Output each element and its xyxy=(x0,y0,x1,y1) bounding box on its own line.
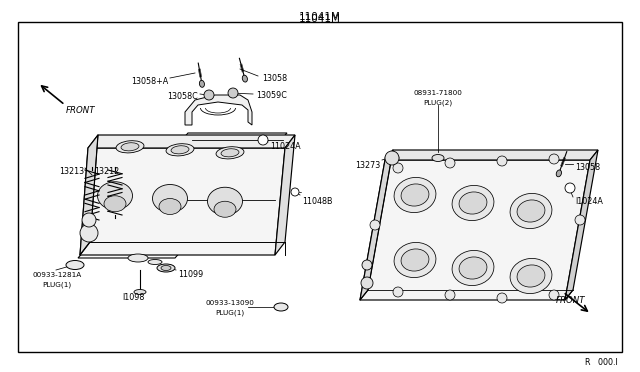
Text: FRONT: FRONT xyxy=(556,296,586,305)
Ellipse shape xyxy=(148,260,162,264)
Text: I1098: I1098 xyxy=(122,293,144,302)
Polygon shape xyxy=(78,133,287,258)
Ellipse shape xyxy=(243,75,248,82)
Ellipse shape xyxy=(134,289,146,295)
Circle shape xyxy=(393,163,403,173)
Ellipse shape xyxy=(152,185,188,212)
Circle shape xyxy=(204,90,214,100)
Circle shape xyxy=(361,277,373,289)
Ellipse shape xyxy=(66,260,84,269)
Text: 13212: 13212 xyxy=(93,167,119,176)
Text: 11041M: 11041M xyxy=(299,12,341,22)
Text: FRONT: FRONT xyxy=(66,106,95,115)
Text: 11048B: 11048B xyxy=(302,197,333,206)
Ellipse shape xyxy=(104,196,126,212)
Text: R   000.I: R 000.I xyxy=(585,358,618,367)
Ellipse shape xyxy=(200,80,204,87)
Ellipse shape xyxy=(401,249,429,271)
Text: PLUG(2): PLUG(2) xyxy=(424,100,452,106)
Ellipse shape xyxy=(171,146,189,154)
Ellipse shape xyxy=(510,193,552,228)
Circle shape xyxy=(497,293,507,303)
Ellipse shape xyxy=(161,266,171,270)
Text: 13058: 13058 xyxy=(575,163,600,172)
Ellipse shape xyxy=(432,154,444,161)
Text: 11024A: 11024A xyxy=(270,142,301,151)
Polygon shape xyxy=(80,135,98,255)
Ellipse shape xyxy=(517,265,545,287)
Text: 13058C: 13058C xyxy=(167,92,198,101)
Circle shape xyxy=(445,290,455,300)
Circle shape xyxy=(497,156,507,166)
Text: PLUG(1): PLUG(1) xyxy=(216,310,244,317)
Text: 08931-71800: 08931-71800 xyxy=(413,90,463,96)
Ellipse shape xyxy=(452,250,494,286)
Ellipse shape xyxy=(128,254,148,262)
Circle shape xyxy=(80,224,98,242)
Circle shape xyxy=(291,188,299,196)
Ellipse shape xyxy=(157,264,175,272)
Circle shape xyxy=(82,213,96,227)
Ellipse shape xyxy=(385,154,399,162)
Ellipse shape xyxy=(207,187,243,215)
Ellipse shape xyxy=(394,177,436,212)
Circle shape xyxy=(370,220,380,230)
Ellipse shape xyxy=(97,182,132,210)
Circle shape xyxy=(228,88,238,98)
Text: 11041M: 11041M xyxy=(299,14,341,24)
Text: 13058: 13058 xyxy=(262,74,287,83)
Text: 11099: 11099 xyxy=(178,270,204,279)
Ellipse shape xyxy=(274,303,288,311)
Ellipse shape xyxy=(459,192,487,214)
Circle shape xyxy=(393,287,403,297)
Text: 13059C: 13059C xyxy=(256,91,287,100)
Ellipse shape xyxy=(166,144,194,156)
Circle shape xyxy=(258,135,268,145)
Ellipse shape xyxy=(401,184,429,206)
Text: 00933-13090: 00933-13090 xyxy=(205,300,255,306)
Ellipse shape xyxy=(556,170,561,177)
Ellipse shape xyxy=(452,185,494,221)
Polygon shape xyxy=(565,150,598,300)
Ellipse shape xyxy=(221,149,239,157)
Ellipse shape xyxy=(459,257,487,279)
Ellipse shape xyxy=(517,200,545,222)
Polygon shape xyxy=(80,148,285,255)
Ellipse shape xyxy=(116,141,144,153)
Circle shape xyxy=(549,290,559,300)
Text: 13058+A: 13058+A xyxy=(131,77,168,86)
Circle shape xyxy=(362,260,372,270)
Polygon shape xyxy=(275,135,295,255)
Circle shape xyxy=(549,154,559,164)
Ellipse shape xyxy=(510,259,552,294)
Polygon shape xyxy=(360,160,590,300)
Text: I1024A: I1024A xyxy=(575,197,603,206)
Text: 13213: 13213 xyxy=(59,167,84,176)
Circle shape xyxy=(565,183,575,193)
Ellipse shape xyxy=(394,243,436,278)
Polygon shape xyxy=(360,150,393,300)
Text: 00933-1281A: 00933-1281A xyxy=(33,272,82,278)
Bar xyxy=(18,22,622,352)
Polygon shape xyxy=(385,150,598,160)
Ellipse shape xyxy=(159,199,181,215)
Text: 13273: 13273 xyxy=(355,161,380,170)
Text: PLUG(1): PLUG(1) xyxy=(42,282,72,289)
Ellipse shape xyxy=(214,201,236,217)
Ellipse shape xyxy=(121,143,139,151)
Polygon shape xyxy=(88,135,295,148)
Circle shape xyxy=(385,151,399,165)
Polygon shape xyxy=(185,95,252,125)
Circle shape xyxy=(445,158,455,168)
Circle shape xyxy=(575,215,585,225)
Ellipse shape xyxy=(216,147,244,159)
